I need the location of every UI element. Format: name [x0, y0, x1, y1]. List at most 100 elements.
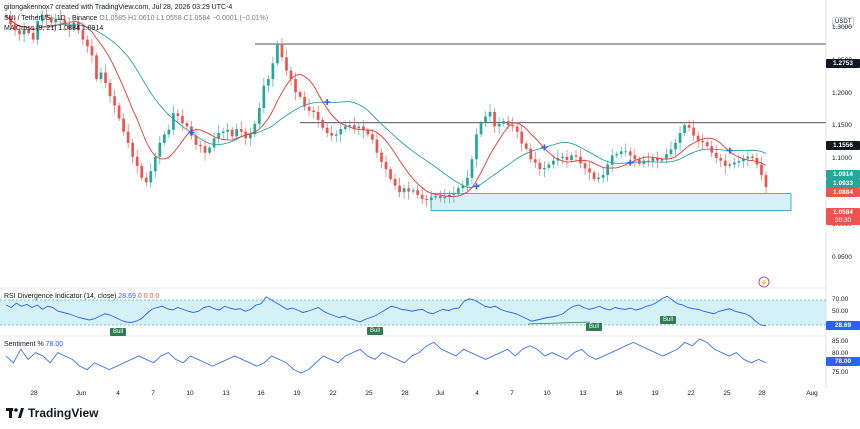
candle-body	[49, 17, 53, 23]
tradingview-logo-icon	[6, 408, 24, 418]
sentiment-tick-75: 75.00	[832, 369, 849, 376]
currency-button[interactable]: USDT	[832, 17, 855, 27]
candle-body	[248, 134, 252, 139]
time-tick-label: 28	[401, 390, 409, 397]
time-tick-label: 19	[651, 390, 659, 397]
time-tick-label: 13	[222, 390, 230, 397]
ma-cross-marker	[627, 159, 634, 166]
candle-body	[330, 133, 334, 136]
candle-body	[348, 125, 352, 127]
candle-body	[493, 111, 496, 127]
candle-body	[678, 133, 682, 143]
candle-body	[389, 169, 392, 180]
candle-body	[574, 155, 578, 157]
candlestick-series	[4, 8, 768, 208]
candle-body	[135, 156, 139, 166]
candle-body	[185, 123, 189, 127]
candle-body	[438, 196, 442, 199]
candle-body	[58, 18, 62, 20]
rsi-value-label: 28.69	[826, 321, 860, 330]
candle-body	[181, 115, 184, 124]
rsi-legend[interactable]: RSI Divergence Indicator (14, close) 28.…	[4, 292, 159, 301]
rsi-tick-50: 50.00	[832, 308, 849, 315]
ma-cross-legend[interactable]: MA Cross (9, 21) 1.0884 1.0914	[4, 25, 104, 32]
candle-body	[362, 126, 365, 131]
candle-body	[760, 164, 763, 176]
candle-body	[289, 70, 293, 80]
candle-body	[149, 171, 153, 183]
last-price-label: 1.0584	[826, 208, 860, 217]
candle-body	[267, 79, 270, 86]
candle-body	[144, 177, 148, 183]
candle-body	[194, 135, 198, 145]
rsi-bull-label: Bull	[660, 316, 677, 324]
candle-body	[366, 130, 370, 135]
candle-body	[54, 18, 58, 23]
candle-body	[158, 142, 162, 157]
candle-body	[140, 165, 144, 178]
candle-body	[434, 196, 438, 198]
candle-body	[683, 125, 686, 133]
candle-body	[461, 185, 465, 189]
level-label-1.1556: 1.1556	[826, 141, 860, 150]
candle-body	[226, 129, 230, 132]
support-zone-box[interactable]	[430, 193, 792, 211]
candle-body	[126, 131, 130, 143]
rsi-line	[5, 295, 767, 327]
candle-body	[253, 123, 257, 135]
candle-body	[217, 133, 220, 139]
symbol-ohlc-line: SUI / TetherUS · 1D · Binance O1.0585 H1…	[4, 14, 268, 23]
candle-body	[90, 46, 94, 56]
ma-slow-line	[5, 15, 767, 189]
candle-body	[656, 158, 659, 161]
candle-body	[447, 194, 451, 197]
candle-body	[484, 116, 487, 124]
candle-body	[520, 131, 524, 144]
candle-body	[420, 194, 424, 199]
candle-body	[230, 129, 234, 137]
time-tick-label: 7	[151, 390, 155, 397]
candle-body	[624, 151, 628, 153]
time-tick-label: 28	[758, 390, 766, 397]
sentiment-tick-80: 80.00	[832, 350, 849, 357]
candle-body	[316, 111, 320, 120]
candle-body	[276, 43, 279, 64]
candle-body	[588, 168, 591, 173]
candle-body	[497, 123, 501, 127]
ma-fast-label: 1.0884	[826, 188, 860, 197]
time-tick-label: Jun	[75, 390, 87, 397]
rsi-bull-label: Bull	[367, 327, 384, 335]
candle-body	[687, 125, 691, 128]
candle-body	[45, 14, 49, 18]
symbol-title[interactable]: SUI / TetherUS · 1D · Binance	[4, 15, 98, 22]
candle-body	[552, 160, 555, 165]
candle-body	[610, 155, 614, 165]
candle-body	[298, 92, 302, 97]
ma-cross-marker	[324, 99, 331, 106]
tradingview-logo[interactable]: TradingView	[6, 406, 98, 420]
ma-slow-label-2: 1.0933	[826, 179, 860, 188]
time-tick-label: 7	[510, 390, 514, 397]
ma-cross-marker	[726, 147, 733, 154]
candle-body	[235, 129, 239, 137]
candle-body	[203, 146, 207, 153]
candle-body	[81, 30, 85, 40]
candle-body	[619, 151, 623, 155]
candle-body	[371, 134, 374, 140]
candle-body	[271, 63, 275, 80]
time-tick-label: 25	[723, 390, 731, 397]
candle-body	[470, 159, 474, 178]
time-tick-label: 22	[329, 390, 337, 397]
resistance-lines[interactable]	[255, 43, 826, 124]
candle-body	[321, 119, 325, 128]
candle-body	[515, 126, 519, 132]
candle-body	[660, 159, 664, 161]
candle-body	[303, 96, 306, 107]
sentiment-line	[5, 338, 767, 374]
candle-body	[416, 190, 420, 195]
sentiment-legend[interactable]: Sentiment % 78.00	[4, 340, 63, 349]
candle-body	[669, 149, 673, 155]
lightning-icon[interactable]	[758, 276, 770, 288]
rsi-tick-70: 70.00	[832, 296, 849, 303]
